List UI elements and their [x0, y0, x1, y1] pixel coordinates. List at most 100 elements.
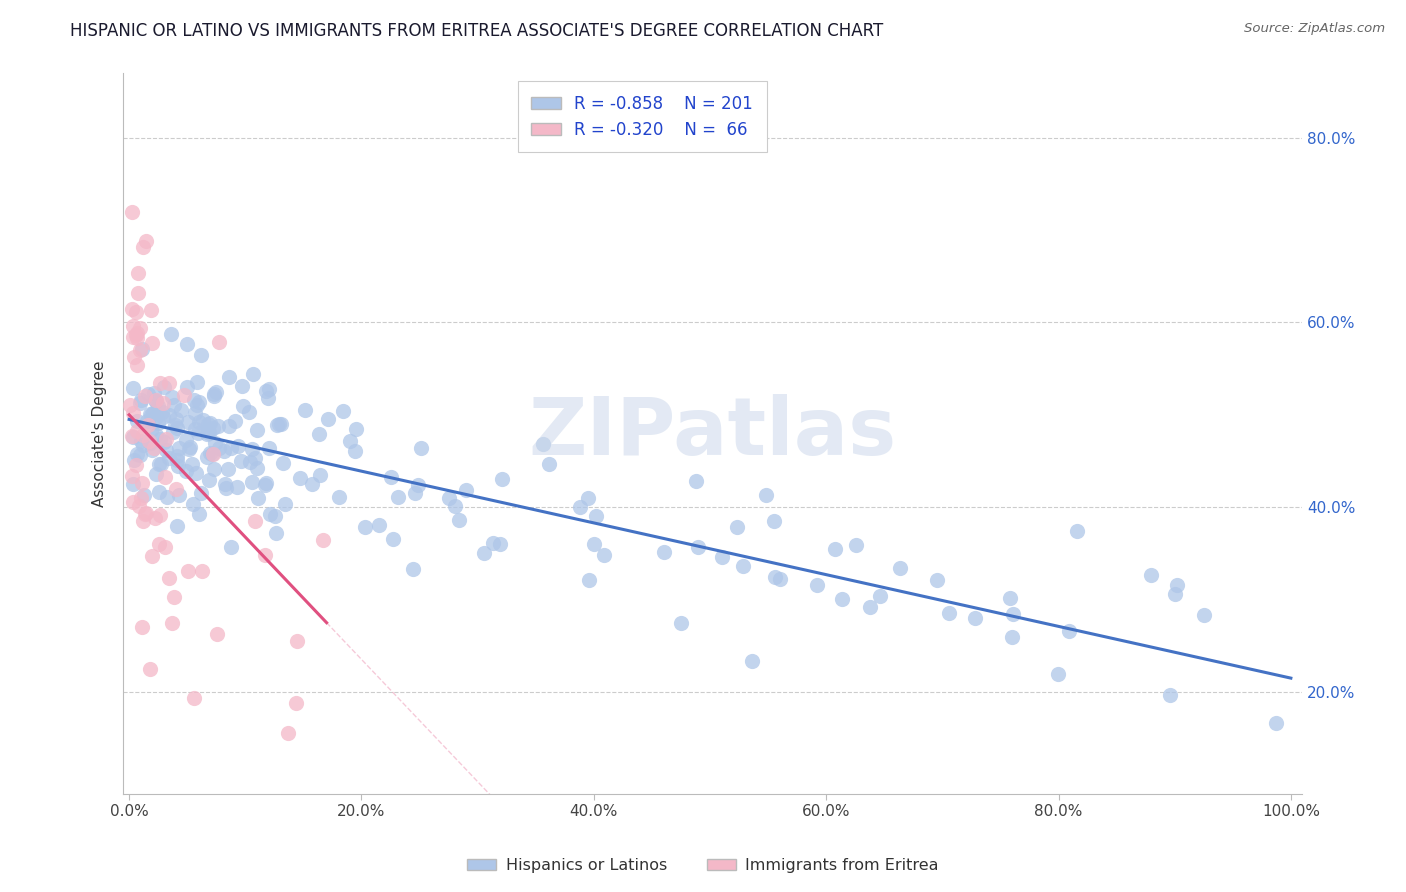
Point: [136, 413, 159, 427]
Point: [1164, 587, 1187, 601]
Point: [328, 490, 350, 504]
Point: [121, 302, 143, 317]
Point: [217, 462, 239, 476]
Point: [491, 472, 513, 486]
Point: [246, 423, 269, 437]
Point: [240, 442, 263, 456]
Point: [149, 458, 172, 472]
Point: [858, 599, 880, 614]
Point: [127, 326, 149, 340]
Point: [208, 334, 231, 349]
Point: [127, 447, 149, 461]
Point: [166, 519, 188, 533]
Point: [208, 441, 231, 455]
Point: [257, 382, 280, 396]
Point: [409, 441, 432, 455]
Point: [129, 392, 152, 407]
Point: [869, 589, 891, 603]
Point: [592, 548, 614, 562]
Point: [121, 318, 143, 333]
Point: [177, 564, 200, 578]
Point: [266, 418, 288, 433]
Point: [343, 444, 366, 458]
Point: [132, 427, 155, 442]
Point: [344, 422, 367, 436]
Point: [447, 513, 470, 527]
Point: [685, 474, 707, 488]
Point: [301, 476, 323, 491]
Point: [583, 537, 606, 551]
Point: [454, 483, 477, 498]
Point: [121, 406, 143, 420]
Point: [149, 508, 172, 523]
Point: [177, 442, 200, 456]
Point: [200, 446, 222, 460]
Point: [267, 417, 290, 431]
Point: [437, 491, 460, 505]
Point: [163, 398, 186, 412]
Point: [201, 421, 224, 435]
Point: [731, 558, 754, 573]
Point: [181, 497, 204, 511]
Point: [316, 411, 339, 425]
Point: [127, 286, 149, 301]
Point: [148, 484, 170, 499]
Point: [198, 474, 221, 488]
Point: [257, 391, 280, 405]
Point: [148, 457, 170, 471]
Point: [806, 577, 828, 591]
Point: [1192, 607, 1215, 622]
Point: [166, 452, 188, 467]
Point: [311, 533, 333, 547]
Point: [157, 571, 180, 585]
Point: [380, 470, 402, 484]
Point: [152, 409, 174, 424]
Point: [472, 546, 495, 560]
Point: [191, 413, 214, 427]
Point: [202, 462, 225, 476]
Point: [224, 414, 246, 428]
Point: [1159, 688, 1181, 702]
Point: [406, 477, 429, 491]
Point: [128, 343, 150, 358]
Point: [353, 519, 375, 533]
Point: [121, 205, 143, 219]
Point: [143, 392, 166, 407]
Point: [121, 428, 143, 442]
Point: [121, 477, 143, 491]
Point: [831, 591, 853, 606]
Point: [120, 397, 142, 411]
Point: [212, 444, 235, 458]
Point: [264, 525, 287, 540]
Point: [132, 438, 155, 452]
Point: [1140, 568, 1163, 582]
Point: [242, 367, 264, 381]
Point: [128, 499, 150, 513]
Point: [205, 626, 228, 640]
Point: [264, 509, 287, 524]
Point: [402, 561, 425, 575]
Point: [150, 405, 173, 419]
Point: [179, 440, 201, 454]
Point: [763, 569, 786, 583]
Point: [367, 517, 389, 532]
Point: [135, 234, 157, 248]
Point: [141, 549, 163, 563]
Point: [131, 434, 153, 449]
Point: [166, 421, 188, 435]
Point: [186, 376, 208, 390]
Point: [152, 435, 174, 450]
Point: [139, 662, 162, 676]
Point: [157, 409, 180, 423]
Point: [131, 343, 153, 357]
Point: [167, 488, 190, 502]
Point: [145, 427, 167, 442]
Point: [1059, 624, 1081, 638]
Point: [156, 490, 179, 504]
Point: [238, 405, 260, 419]
Point: [136, 417, 159, 432]
Point: [129, 491, 152, 505]
Point: [226, 439, 249, 453]
Point: [229, 454, 252, 468]
Point: [127, 331, 149, 345]
